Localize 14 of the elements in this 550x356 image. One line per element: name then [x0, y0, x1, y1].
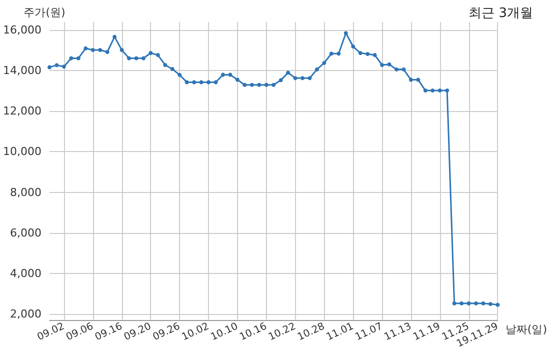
- y-axis-title: 주가(원): [24, 6, 66, 19]
- y-tick-label: 8,000: [10, 186, 42, 199]
- chart-title: 최근 3개월: [468, 6, 534, 21]
- x-tick-label: 09.02: [36, 321, 66, 344]
- x-tick-label: 09.20: [122, 321, 154, 344]
- x-axis-title: 날짜(일): [505, 323, 548, 336]
- y-tick-label: 6,000: [10, 226, 42, 240]
- x-tick-label: 09.26: [151, 321, 182, 344]
- y-tick-label: 10,000: [2, 145, 42, 158]
- y-tick-label: 2,000: [10, 307, 42, 320]
- y-tick-label: 16,000: [2, 24, 42, 37]
- y-tick-label: 14,000: [2, 64, 42, 78]
- y-tick-label: 4,000: [10, 266, 42, 280]
- y-tick-label: 12,000: [2, 104, 42, 118]
